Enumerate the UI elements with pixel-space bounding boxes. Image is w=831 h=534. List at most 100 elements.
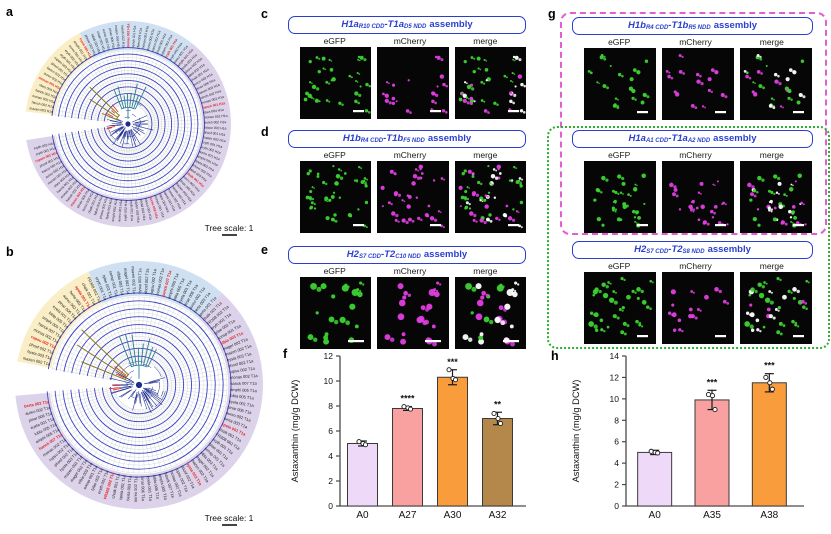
scale-bar: [425, 340, 442, 343]
microscopy-row: [584, 272, 813, 344]
channel-labels: eGFP mCherry merge: [584, 37, 813, 47]
assembly-panel-g3: H2 S7 CDD -T2 S8 NDD assembly eGFP mCherry merg…: [572, 241, 813, 344]
y-tick-label: 14: [610, 351, 620, 361]
channel-label-mcherry: mCherry: [393, 36, 427, 46]
tree-leaf-label: hysta 003 T1a: [137, 268, 142, 294]
microscopy-image-egfp-g1: [584, 48, 656, 120]
tree-leaf-label: mazen 003 H1a: [114, 25, 121, 49]
assembly-title-part: -T2: [380, 249, 396, 260]
tree-scale-b-label: Tree scale: 1: [204, 513, 254, 523]
assembly-panel-g2: H1a A1 CDD -T1a A2 NDD assembly eGFP mCherry me…: [572, 130, 813, 233]
tree-leaf-label: monas 002 H1a: [32, 94, 56, 105]
assembly-title-g3: H2 S7 CDD -T2 S8 NDD assembly: [572, 241, 813, 259]
channel-label-mcherry: mCherry: [393, 266, 427, 276]
channel-labels: eGFP mCherry merge: [300, 150, 526, 160]
assembly-title-part: H1b: [627, 20, 646, 31]
assembly-title-part: S8 NDD: [682, 249, 705, 255]
assembly-title-part: assembly: [423, 249, 468, 260]
tree-leaf-label: chaik 001 T1a: [110, 473, 121, 499]
tree-leaf-label: eryth 001 H1a: [202, 140, 223, 149]
bar-chart-f: 0 2 4 6 8 10 12 Astaxanthin (mg/g DCW) A0 **** A27…: [290, 351, 526, 521]
microscopy-image-mcherry-d: [377, 161, 449, 233]
scale-bar: [502, 340, 519, 343]
x-tick-label-A0: A0: [356, 510, 369, 521]
tree-leaf-label: fabdi 003 H1a: [90, 33, 101, 54]
tree-leaf-label: phrew 002 H1a: [98, 196, 108, 219]
channel-label-merge: merge: [473, 36, 498, 46]
tree-leaf-label: hanck 001 H1a: [202, 101, 226, 110]
tree-leaf-label: monas 002 T1a: [155, 267, 166, 296]
x-tick-label-A32: A32: [489, 510, 507, 521]
assembly-title-c: H1a R10 CDD -T1a D5 NDD assembly: [288, 16, 526, 34]
tree-leaf-label: eryth 001 H1a: [35, 146, 56, 156]
tree-leaf-label: eryth 002 H1a: [200, 145, 221, 155]
assembly-title-g2: H1a A1 CDD -T1a A2 NDD assembly: [572, 130, 813, 148]
assembly-title-part: -T1a: [668, 133, 688, 144]
channel-label-egfp: eGFP: [323, 266, 346, 276]
microscopy-row: [300, 277, 526, 349]
microscopy-image-egfp-d: [300, 161, 372, 233]
channel-labels: eGFP mCherry merge: [584, 150, 813, 160]
panel-label-b: b: [6, 245, 14, 259]
scale-bar: [637, 335, 648, 338]
assembly-title-part: -T1a: [384, 19, 404, 30]
microscopy-row: [300, 161, 526, 233]
tree-leaf-label: aureo 002 H1a: [146, 29, 156, 51]
tree-leaf-label: sonsp 001 T1a: [108, 270, 119, 298]
tree-leaf-label: ribes 004 H1a: [136, 28, 143, 49]
tree-leaf-label: amphi 005 T1a: [230, 387, 258, 393]
microscopy-image-egfp-e: [300, 277, 372, 349]
assembly-panel-c: H1a R10 CDD -T1a D5 NDD assembly eGFP mCherry m…: [288, 16, 526, 119]
y-tick-label: 6: [614, 437, 619, 447]
scale-bar: [793, 335, 804, 338]
bar-chart-h: 0 2 4 6 8 10 12 14 Astaxanthin (mg/g DCW) A0 *** A3…: [571, 351, 804, 521]
assembly-title-part: S7 CDD: [358, 254, 381, 260]
assembly-title-part: H2: [634, 244, 647, 255]
channel-label-mcherry: mCherry: [679, 150, 712, 160]
x-tick-label-A30: A30: [444, 510, 462, 521]
microscopy-image-merge-g3: [740, 272, 812, 344]
tree-leaf-label: rupam 002 H1a: [134, 200, 140, 223]
microscopy-image-egfp-c: [300, 47, 372, 119]
tree-leaf-label: chaik 001 H1a: [96, 31, 106, 53]
tree-leaf-label: aureo 002 H1a: [204, 120, 226, 124]
group-box-green: [547, 126, 830, 349]
tree-leaf-label: magel 002 T1a: [123, 268, 131, 296]
channel-label-egfp: eGFP: [608, 261, 631, 271]
scale-bar: [637, 224, 648, 227]
tree-leaf-label: rupam 002 H1a: [203, 135, 226, 143]
assembly-title-part: F5 NDD: [403, 138, 425, 144]
assembly-title-part: -T2: [668, 244, 683, 255]
scale-bar: [637, 111, 648, 114]
panel-label-e: e: [261, 243, 268, 257]
assembly-title-e: H2 S7 CDD -T2 C10 NDD assembly: [288, 246, 526, 264]
significance-A30: ***: [447, 357, 458, 367]
significance-A27: ****: [400, 394, 415, 404]
tree-leaf-label: eryth 001 H1a: [129, 200, 134, 221]
microscopy-row: [584, 48, 813, 120]
tree-leaf-label: eryth 002 H1a: [34, 141, 55, 150]
y-tick-label: 2: [614, 480, 619, 490]
bar-A35: [694, 399, 730, 507]
tree-leaf-label: phosf 002 T1a: [228, 358, 255, 368]
panel-label-a: a: [6, 5, 13, 19]
assembly-title-part: A2 NDD: [687, 138, 711, 144]
group-box-pink: [560, 12, 827, 235]
bar-A30: [437, 376, 468, 507]
bar-A38: [751, 382, 787, 507]
channel-label-merge: merge: [759, 261, 784, 271]
bar-A32: [482, 418, 513, 507]
channel-label-merge: merge: [759, 150, 784, 160]
microscopy-image-egfp-g2: [584, 161, 656, 233]
tree-leaf-label: pinar 006 T1a: [140, 476, 146, 502]
tree-leaf-label: berta 003 T1a: [125, 475, 132, 501]
microscopy-image-mcherry-g2: [662, 161, 734, 233]
channel-label-egfp: eGFP: [608, 150, 631, 160]
assembly-title-part: R4 CDD: [360, 138, 384, 144]
scale-bar: [793, 224, 804, 227]
bar-A27: [392, 408, 423, 507]
assembly-title-part: S7 CDD: [646, 249, 669, 255]
microscopy-image-merge-g2: [740, 161, 812, 233]
tree-scale-a-bar: [221, 234, 237, 236]
